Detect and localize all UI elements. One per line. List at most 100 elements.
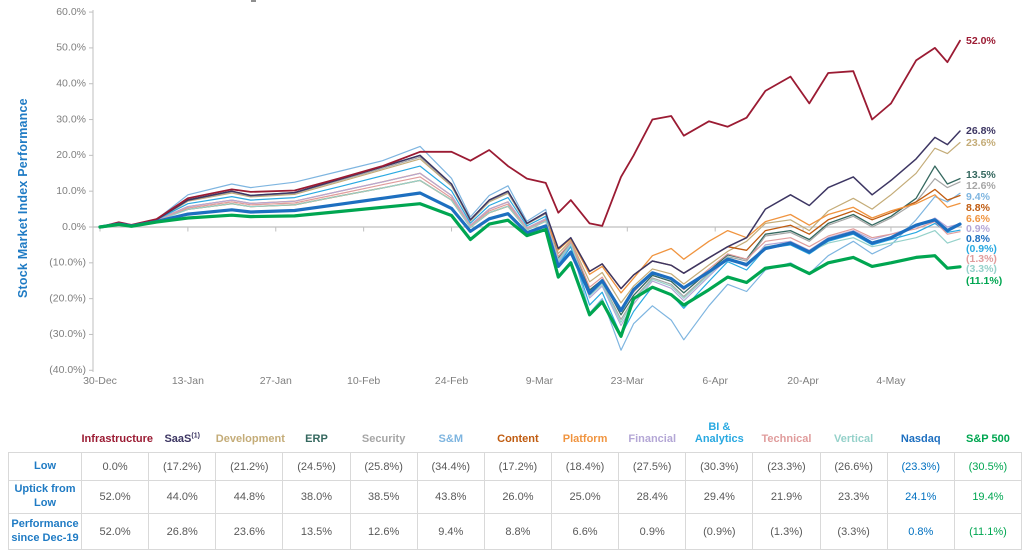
- performance-table: Infrastructure SaaS(1) Development ERP Secur…: [8, 419, 1023, 550]
- series-end-label-nasdaq: 0.8%: [966, 233, 991, 245]
- y-tick-label: 10.0%: [56, 185, 86, 197]
- series-line-sm: [99, 145, 961, 351]
- cell-uptick-from-low-sm: 43.8%: [416, 480, 485, 515]
- col-header-technical: Technical: [761, 433, 812, 446]
- chart-area: Stock Market Index Performance 60.0% 50.0…: [16, 0, 1002, 387]
- cell-uptick-from-low-platform: 25.0%: [550, 480, 620, 515]
- cell-performance-since-dec-19-sp500: (11.1%): [953, 513, 1023, 550]
- series-end-label-platform: 6.6%: [966, 213, 991, 225]
- series-end-label-bi-analytics: (0.9%): [966, 243, 997, 255]
- cell-low-sm: (34.4%): [416, 452, 485, 482]
- cell-uptick-from-low-infrastructure: 52.0%: [80, 480, 150, 515]
- series-line-development: [99, 141, 961, 304]
- y-tick-label: (10.0%): [49, 257, 86, 269]
- clipped-text-artifact: [251, 0, 256, 2]
- y-tick-label: (40.0%): [49, 364, 86, 376]
- cell-performance-since-dec-19-security: 12.6%: [349, 513, 418, 550]
- series-end-label-development: 23.6%: [966, 137, 996, 149]
- col-header-vertical: Vertical: [834, 433, 874, 446]
- cell-performance-since-dec-19-platform: 6.6%: [550, 513, 620, 550]
- cell-uptick-from-low-security: 38.5%: [349, 480, 418, 515]
- cell-performance-since-dec-19-infrastructure: 52.0%: [80, 513, 150, 550]
- cell-uptick-from-low-vertical: 23.3%: [819, 480, 888, 515]
- cell-uptick-from-low-sp500: 19.4%: [953, 480, 1023, 515]
- x-tick-label: 23-Mar: [611, 375, 645, 387]
- cell-performance-since-dec-19-sm: 9.4%: [416, 513, 485, 550]
- col-header-infrastructure: Infrastructure: [81, 433, 154, 446]
- row-label-performance-since-dec-19: Performance since Dec-19: [8, 513, 82, 550]
- x-tick-label: 9-Mar: [526, 375, 554, 387]
- x-tick-label: 27-Jan: [260, 375, 292, 387]
- cell-performance-since-dec-19-saas: 26.8%: [148, 513, 217, 550]
- col-header-development: Development: [215, 433, 285, 446]
- series-end-label-technical: (1.3%): [966, 253, 997, 265]
- y-axis-title: Stock Market Index Performance: [16, 98, 30, 298]
- y-tick-label: 50.0%: [56, 42, 86, 54]
- col-header-erp: ERP: [305, 433, 328, 446]
- series-end-label-financial: 0.9%: [966, 223, 991, 235]
- col-header-nasdaq: Nasdaq: [900, 433, 941, 446]
- col-header-financial: Financial: [628, 433, 677, 446]
- col-header-sp500: S&P 500: [966, 433, 1010, 446]
- col-header-sm: S&M: [438, 433, 463, 446]
- series-end-label-infrastructure: 52.0%: [966, 35, 996, 47]
- series-end-label-saas: 26.8%: [966, 125, 996, 137]
- cell-performance-since-dec-19-financial: 0.9%: [618, 513, 687, 550]
- cell-performance-since-dec-19-erp: 13.5%: [282, 513, 351, 550]
- table-header-row: Infrastructure SaaS(1) Development ERP Secur…: [9, 419, 1022, 453]
- series-line-technical: [99, 176, 961, 312]
- cell-performance-since-dec-19-nasdaq: 0.8%: [886, 513, 955, 550]
- x-tick-label: 4-May: [876, 375, 906, 387]
- table-row-low: Low 0.0% (17.2%) (21.2%) (24.5%) (25.8%) (34.4…: [8, 452, 1023, 482]
- cell-uptick-from-low-content: 26.0%: [483, 480, 552, 515]
- cell-low-saas: (17.2%): [148, 452, 217, 482]
- col-header-saas: SaaS(1): [164, 432, 200, 446]
- y-tick-label: (20.0%): [49, 292, 86, 304]
- col-header-platform: Platform: [562, 433, 608, 446]
- cell-low-nasdaq: (23.3%): [886, 452, 955, 482]
- series-line-sp500: [98, 202, 962, 338]
- cell-uptick-from-low-saas: 44.0%: [148, 480, 217, 515]
- cell-uptick-from-low-bi-analytics: 29.4%: [685, 480, 754, 515]
- series-line-infrastructure: [99, 39, 961, 228]
- y-tick-label: 20.0%: [56, 149, 86, 161]
- table-corner-cell: [9, 419, 82, 453]
- cell-low-development: (21.2%): [215, 452, 284, 482]
- cell-low-infrastructure: 0.0%: [80, 452, 150, 482]
- cell-low-financial: (27.5%): [618, 452, 687, 482]
- series-line-bi-analytics: [99, 165, 961, 337]
- y-tick-label: 0.0%: [62, 221, 86, 233]
- cell-performance-since-dec-19-technical: (1.3%): [752, 513, 821, 550]
- cell-low-platform: (18.4%): [550, 452, 620, 482]
- cell-uptick-from-low-financial: 28.4%: [618, 480, 687, 515]
- cell-low-content: (17.2%): [483, 452, 552, 482]
- y-tick-label: 40.0%: [56, 78, 86, 90]
- y-tick-label: 30.0%: [56, 113, 86, 125]
- cell-uptick-from-low-development: 44.8%: [215, 480, 284, 515]
- x-tick-label: 20-Apr: [787, 375, 819, 387]
- x-tick-label: 30-Dec: [83, 375, 117, 387]
- col-header-footnote: (1): [191, 432, 200, 440]
- series-line-saas: [99, 130, 961, 290]
- x-tick-label: 10-Feb: [347, 375, 380, 387]
- table-row-uptick-from-low: Uptick from Low 52.0% 44.0% 44.8% 38.0% 38.5%…: [8, 480, 1023, 515]
- cell-performance-since-dec-19-vertical: (3.3%): [819, 513, 888, 550]
- series-line-vertical: [99, 179, 961, 323]
- series-end-label-vertical: (3.3%): [966, 263, 997, 275]
- row-label-low: Low: [8, 452, 82, 482]
- cell-low-security: (25.8%): [349, 452, 418, 482]
- series-end-label-content: 8.8%: [966, 202, 991, 214]
- cell-low-bi-analytics: (30.3%): [685, 452, 754, 482]
- row-label-uptick-from-low: Uptick from Low: [8, 480, 82, 515]
- cell-performance-since-dec-19-development: 23.6%: [215, 513, 284, 550]
- cell-low-technical: (23.3%): [752, 452, 821, 482]
- table-row-performance-since-dec-19: Performance since Dec-19 52.0% 26.8% 23.6% 1…: [8, 513, 1023, 550]
- cell-low-vertical: (26.6%): [819, 452, 888, 482]
- series-end-label-security: 12.6%: [966, 180, 996, 192]
- cell-performance-since-dec-19-content: 8.8%: [483, 513, 552, 550]
- x-tick-label: 6-Apr: [702, 375, 728, 387]
- series-end-label-sm: 9.4%: [966, 191, 991, 203]
- col-header-bi-analytics: BI & Analytics: [694, 421, 744, 446]
- series-end-label-erp: 13.5%: [966, 169, 996, 181]
- cell-low-erp: (24.5%): [282, 452, 351, 482]
